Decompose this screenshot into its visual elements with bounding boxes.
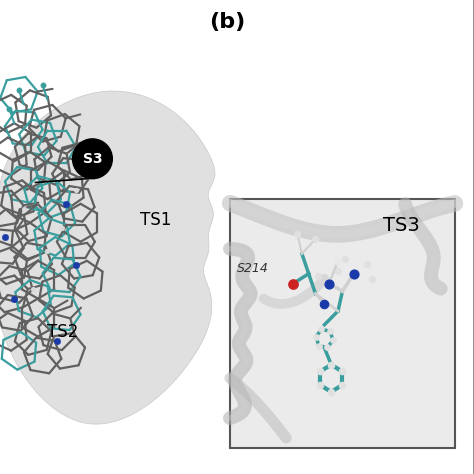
Point [39, 82, 46, 89]
Text: (b): (b) [210, 12, 246, 32]
Point [53, 337, 61, 345]
Text: TS1: TS1 [140, 211, 171, 229]
Circle shape [73, 139, 112, 179]
Point [317, 381, 324, 389]
Point [312, 235, 319, 243]
Text: S214: S214 [237, 262, 268, 275]
Point [293, 230, 301, 238]
Point [338, 381, 346, 389]
Point [328, 388, 335, 396]
Point [15, 86, 23, 94]
Point [326, 328, 334, 335]
Point [58, 224, 65, 231]
Point [72, 186, 80, 193]
Point [368, 275, 375, 283]
Point [289, 280, 297, 287]
Point [334, 267, 342, 275]
Point [20, 205, 27, 212]
Point [328, 361, 335, 368]
Point [72, 262, 80, 269]
Text: S3: S3 [82, 152, 102, 166]
Bar [230, 199, 455, 448]
Point [29, 285, 37, 293]
Point [6, 105, 13, 113]
Point [329, 337, 337, 344]
Point [1, 233, 9, 241]
Point [324, 344, 331, 351]
Point [341, 255, 348, 263]
Point [315, 342, 323, 349]
Point [314, 273, 321, 280]
Point [10, 295, 18, 302]
Point [334, 257, 342, 265]
Text: TS2: TS2 [47, 323, 79, 341]
Point [44, 247, 51, 255]
Point [320, 300, 328, 308]
Text: TS3: TS3 [383, 217, 420, 236]
Point [364, 260, 371, 267]
Point [338, 368, 346, 375]
Point [325, 280, 333, 287]
Polygon shape [0, 91, 215, 424]
Point [317, 368, 324, 375]
Point [350, 270, 357, 278]
Point [312, 333, 319, 340]
Point [63, 200, 70, 208]
Point [318, 326, 325, 333]
